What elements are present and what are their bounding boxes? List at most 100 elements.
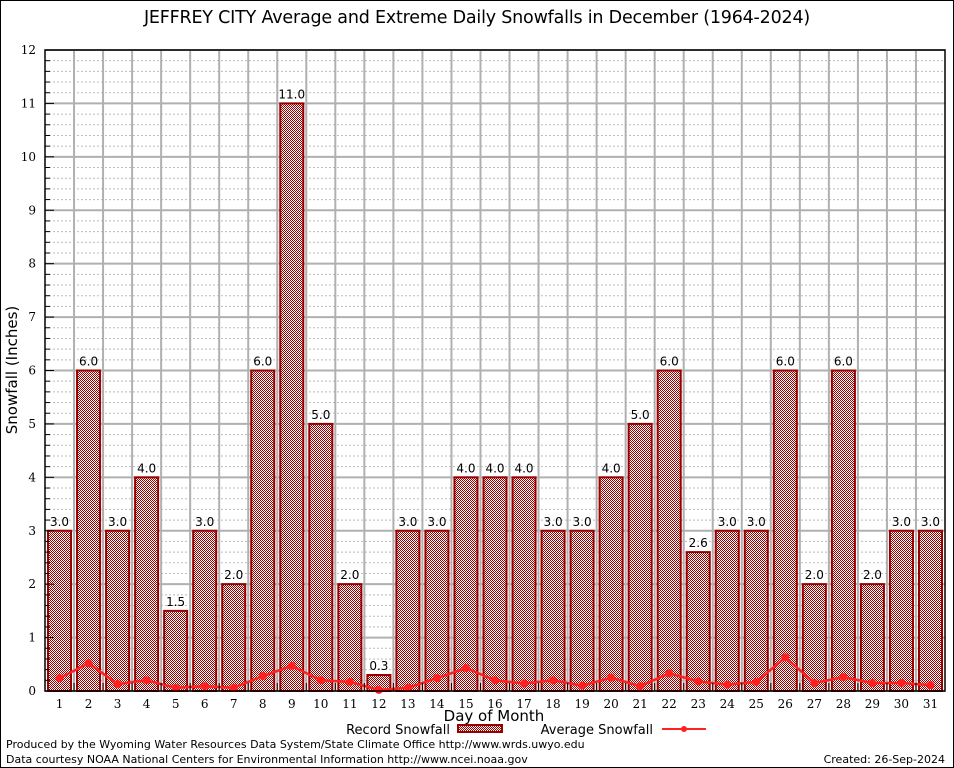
x-tick-label: 6 [201,697,209,711]
y-tick-label: 3 [28,524,36,538]
bar-value-label: 3.0 [573,515,592,529]
average-point-day-31 [926,681,935,690]
average-point-day-26 [781,653,790,662]
bar-value-label: 4.0 [514,461,533,475]
x-tick-label: 23 [691,697,706,711]
average-point-day-15 [461,664,470,673]
chart-title: JEFFREY CITY Average and Extreme Daily S… [143,8,811,28]
average-point-day-16 [491,676,499,685]
x-tick-label: 31 [923,697,938,711]
x-tick-label: 3 [114,697,122,711]
bar-value-label: 4.0 [456,461,475,475]
x-tick-label: 9 [288,697,296,711]
average-point-day-29 [868,678,877,687]
bar-value-label: 3.0 [921,515,940,529]
bar-value-label: 0.3 [369,659,388,673]
average-point-day-14 [432,674,441,683]
bar-record-day-7 [221,583,247,693]
average-point-day-12 [374,685,383,694]
x-tick-label: 1 [56,697,64,711]
y-axis-label: Snowfall (Inches) [3,306,21,434]
bar-record-day-6 [192,529,218,692]
x-tick-label: 5 [172,697,180,711]
x-tick-label: 22 [662,697,677,711]
x-tick-label: 8 [259,697,267,711]
x-tick-label: 7 [230,697,238,711]
x-tick-label: 24 [720,697,736,711]
y-tick-label: 12 [21,43,36,57]
average-point-day-11 [345,677,354,686]
bar-value-label: 2.0 [340,568,359,582]
x-tick-label: 14 [429,697,445,711]
average-point-day-4 [142,676,151,685]
bar-record-day-25 [743,529,769,692]
average-point-day-3 [113,680,122,689]
average-point-day-7 [229,683,238,692]
bar-record-day-13 [395,529,421,692]
bar-record-day-23 [685,551,711,692]
bar-record-day-15 [453,476,479,693]
bar-value-label: 6.0 [79,355,98,369]
x-tick-label: 10 [313,697,328,711]
bar-record-day-29 [859,583,885,693]
bar-record-day-24 [714,529,740,692]
average-point-day-1 [55,674,64,683]
bar-value-label: 4.0 [485,461,504,475]
average-point-day-24 [723,680,732,689]
bar-record-day-1 [47,529,73,692]
bar-record-day-17 [511,476,537,693]
bar-record-day-5 [163,609,189,692]
legend-marker-average [681,726,687,732]
average-point-day-25 [752,677,761,686]
x-tick-label: 13 [400,697,415,711]
bar-value-label: 3.0 [544,515,563,529]
x-tick-label: 20 [603,697,618,711]
bar-value-label: 4.0 [602,461,621,475]
bar-record-day-10 [308,422,334,692]
bar-labels: 3.0 6.0 3.0 4.0 1.5 3.0 2.0 6.0 11.0 5.0 2.0 0.3 3.0… [50,87,940,673]
average-point-day-13 [403,683,412,692]
bar-value-label: 1.5 [166,595,185,609]
average-point-day-8 [258,672,267,681]
x-tick-label: 27 [807,697,822,711]
x-tick-label: 26 [778,697,793,711]
bar-record-day-31 [917,529,943,692]
x-tick-label: 25 [749,697,764,711]
bar-record-day-2 [76,369,102,692]
x-tick-label: 18 [545,697,560,711]
bar-value-label: 6.0 [253,355,272,369]
bar-value-label: 3.0 [427,515,446,529]
average-point-day-2 [84,659,93,668]
average-point-day-27 [810,678,819,687]
bar-value-label: 6.0 [660,355,679,369]
y-tick-label: 11 [21,96,36,110]
y-tick-label: 1 [28,631,36,645]
x-tick-label: 17 [516,697,531,711]
x-tick-label: 29 [865,697,880,711]
x-tick-label: 19 [574,697,589,711]
bar-value-label: 11.0 [278,87,305,101]
legend-swatch-record [457,724,503,733]
x-tick-label: 11 [342,697,357,711]
bar-value-label: 3.0 [747,515,766,529]
legend-label-average: Average Snowfall [541,723,653,738]
bar-record-day-21 [627,422,653,692]
bar-value-label: 3.0 [398,515,417,529]
average-point-day-19 [578,681,587,690]
bar-record-day-19 [569,529,595,692]
bar-value-label: 3.0 [195,515,214,529]
bar-value-label: 3.0 [50,515,69,529]
average-point-day-17 [520,679,529,688]
average-point-day-23 [694,677,703,686]
bar-value-label: 6.0 [776,355,795,369]
bar-record-day-22 [656,369,682,692]
legend-label-record: Record Snowfall [346,723,450,738]
x-tick-labels: 1 2 3 4 5 6 7 8 9 10 11 12 13 14 15 16 17 18 19 20 21 22 23 24 2… [56,697,938,711]
bar-record-day-9 [279,102,305,692]
average-point-day-30 [897,678,906,687]
average-point-day-21 [636,682,645,691]
bar-value-label: 3.0 [718,515,737,529]
y-tick-label: 10 [21,150,36,164]
y-tick-label: 9 [28,203,36,217]
